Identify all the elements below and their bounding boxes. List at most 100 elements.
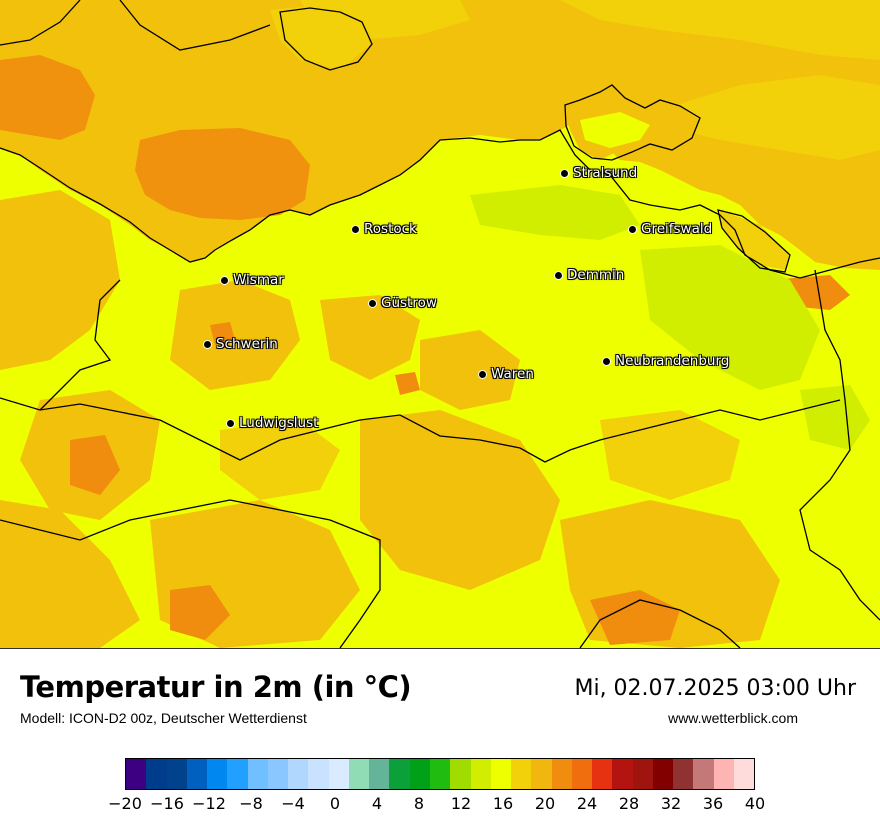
- city-marker-schwerin: Schwerin: [203, 336, 278, 352]
- island-usedom: [720, 210, 790, 270]
- island-fehmarn: [270, 5, 370, 70]
- colorbar-segment: [450, 759, 471, 789]
- city-label: Waren: [491, 366, 534, 382]
- sea-patch-3: [660, 75, 880, 160]
- city-marker-ludwigslust: Ludwigslust: [226, 415, 318, 431]
- colorbar-tick: 28: [618, 794, 640, 813]
- colorbar-tick: −4: [281, 794, 305, 813]
- city-label: Rostock: [364, 221, 417, 237]
- colorbar-tick: 0: [329, 794, 341, 813]
- land-patch-10: [600, 410, 740, 500]
- state-border-south: [0, 397, 841, 463]
- colorbar-tick: 8: [413, 794, 425, 813]
- colorbar-segment: [612, 759, 633, 789]
- colorbar-segment: [693, 759, 714, 789]
- colorbar-segment: [470, 759, 491, 789]
- hot-spot-6: [395, 372, 420, 395]
- forecast-datetime: Mi, 02.07.2025 03:00 Uhr: [574, 676, 856, 701]
- district-border-2: [579, 599, 741, 648]
- colorbar-tick: 4: [371, 794, 383, 813]
- colorbar-tick: −8: [239, 794, 263, 813]
- model-subtitle: Modell: ICON-D2 00z, Deutscher Wetterdie…: [20, 710, 307, 726]
- city-label: Schwerin: [216, 336, 278, 352]
- city-marker-greifswald: Greifswald: [628, 221, 712, 237]
- colorbar-tick: 20: [534, 794, 556, 813]
- city-dot: [203, 339, 212, 349]
- website-link[interactable]: www.wetterblick.com: [668, 710, 798, 726]
- city-dot: [368, 298, 377, 308]
- colorbar-segment: [531, 759, 552, 789]
- sea-patch-5: [560, 0, 880, 60]
- land-patch-3: [0, 500, 140, 648]
- island-usedom-outline: [717, 209, 791, 273]
- city-marker-guestrow: Güstrow: [368, 295, 437, 311]
- sea-patch-1: [135, 128, 310, 220]
- colorbar-segment: [571, 759, 593, 789]
- city-marker-waren: Waren: [478, 366, 534, 382]
- colorbar-segment: [652, 759, 674, 789]
- colorbar-segment: [308, 759, 329, 789]
- colorbar-segment: [247, 759, 268, 789]
- colorbar-segment: [733, 759, 755, 789]
- colorbar-tick: 36: [702, 794, 724, 813]
- colorbar-segment: [126, 759, 147, 789]
- colorbar-segment: [713, 759, 734, 789]
- colorbar-segment: [146, 759, 167, 789]
- colorbar-segment: [328, 759, 349, 789]
- land-patch-9: [420, 330, 520, 410]
- island-fehmarn-outline: [279, 7, 373, 71]
- city-label: Demmin: [567, 267, 625, 283]
- colorbar-segment: [511, 759, 532, 789]
- colorbar-segment: [166, 759, 187, 789]
- city-dot: [220, 275, 229, 285]
- cool-patch-2: [640, 245, 820, 390]
- colorbar-segment: [369, 759, 390, 789]
- colorbar-segment: [389, 759, 410, 789]
- island-ruegen-core: [580, 112, 650, 148]
- coastline: [0, 129, 880, 279]
- city-dot: [560, 168, 569, 178]
- colorbar-tick: 24: [576, 794, 598, 813]
- colorbar-segment: [409, 759, 430, 789]
- city-dot: [602, 356, 611, 366]
- colorbar-segment: [490, 759, 512, 789]
- city-label: Neubrandenburg: [615, 353, 730, 369]
- district-border-1: [0, 499, 381, 648]
- colorbar-tick: 12: [450, 794, 472, 813]
- map-title: Temperatur in 2m (in °C): [20, 670, 412, 704]
- colorbar-segment: [592, 759, 613, 789]
- colorbar-segment: [348, 759, 370, 789]
- land-patch-7: [170, 280, 300, 390]
- hot-spot-1: [70, 435, 120, 495]
- temperature-colorbar: [125, 758, 755, 790]
- colorbar-segment: [186, 759, 208, 789]
- land-patch-5: [360, 410, 560, 590]
- coast-northwest: [119, 0, 271, 51]
- colorbar-tick: −20: [108, 794, 142, 813]
- city-dot: [351, 224, 360, 234]
- city-marker-demmin: Demmin: [554, 267, 624, 283]
- city-marker-rostock: Rostock: [351, 221, 417, 237]
- colorbar-segment: [207, 759, 228, 789]
- city-label: Stralsund: [573, 165, 638, 181]
- city-label: Wismar: [233, 272, 284, 288]
- temperature-map: Stralsund Rostock Greifswald Wismar Demm…: [0, 0, 880, 649]
- city-marker-stralsund: Stralsund: [560, 165, 637, 181]
- colorbar-tick-labels: −20 −16 −12 −8 −4 0 4 8 12 16 20 24 28 32 36 40: [108, 794, 765, 818]
- city-dot: [554, 270, 563, 280]
- colorbar-tick: −12: [192, 794, 226, 813]
- colorbar-segment: [429, 759, 451, 789]
- colorbar-tick: 32: [660, 794, 682, 813]
- cool-patch-3: [800, 385, 870, 450]
- sea-patch-2: [0, 55, 95, 140]
- state-border-west: [39, 279, 121, 411]
- cool-patch-1: [470, 185, 640, 240]
- land-patch-1: [0, 190, 120, 370]
- city-marker-wismar: Wismar: [220, 272, 284, 288]
- colorbar-segment: [227, 759, 248, 789]
- land-patch-8: [320, 295, 420, 380]
- colorbar-tick: 40: [744, 794, 766, 813]
- city-label: Ludwigslust: [239, 415, 319, 431]
- city-dot: [226, 418, 235, 428]
- island-ruegen-outline: [564, 84, 701, 161]
